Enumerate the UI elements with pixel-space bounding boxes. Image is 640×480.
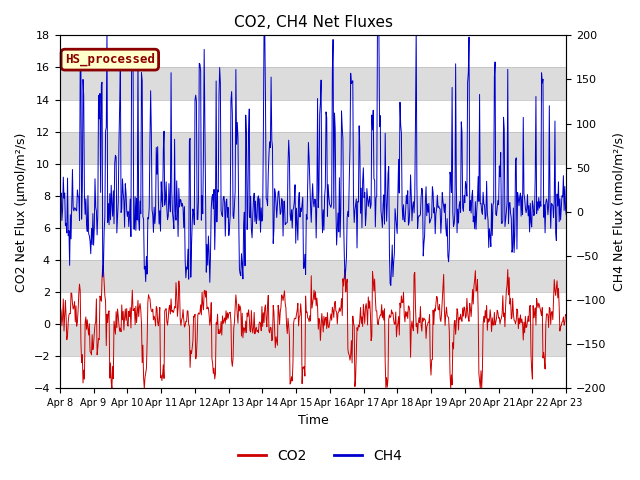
Bar: [60, 228, 566, 260]
Bar: [60, 164, 566, 196]
Bar: [60, 260, 566, 292]
Legend: CO2, CH4: CO2, CH4: [232, 443, 408, 468]
Bar: [60, 99, 566, 132]
Bar: [60, 132, 566, 164]
Bar: [60, 196, 566, 228]
Bar: [60, 356, 566, 388]
Bar: [60, 36, 566, 67]
Bar: [60, 67, 566, 99]
Bar: [60, 292, 566, 324]
Y-axis label: CH4 Net Flux (nmol/m²/s): CH4 Net Flux (nmol/m²/s): [612, 132, 625, 291]
Y-axis label: CO2 Net Flux (μmol/m²/s): CO2 Net Flux (μmol/m²/s): [15, 132, 28, 291]
X-axis label: Time: Time: [298, 414, 328, 427]
Text: HS_processed: HS_processed: [65, 53, 155, 66]
Title: CO2, CH4 Net Fluxes: CO2, CH4 Net Fluxes: [234, 15, 392, 30]
Bar: [60, 324, 566, 356]
